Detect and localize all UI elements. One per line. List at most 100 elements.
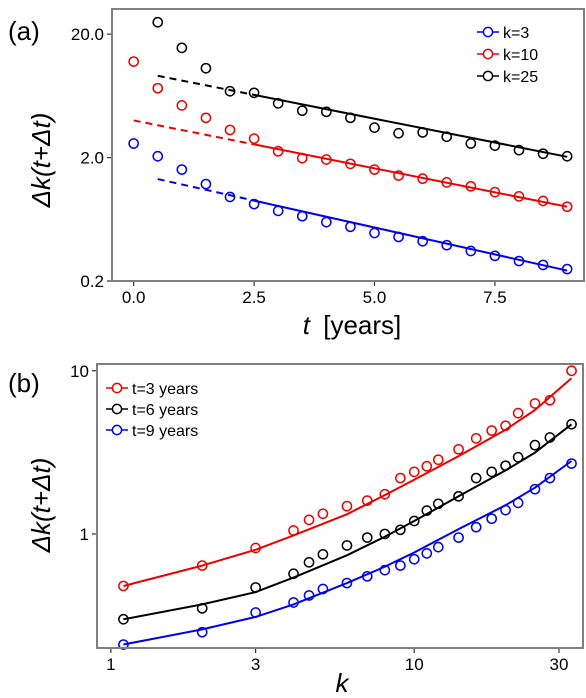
a-data-point (176, 42, 188, 54)
b-data-point (361, 570, 373, 582)
panel-a-xlabel-var: t (303, 310, 312, 340)
b-data-point (453, 490, 464, 502)
a-data-point (417, 127, 429, 138)
b-data-point (361, 532, 373, 543)
b-ytick-label: 10 (70, 362, 89, 381)
a-data-point (272, 145, 284, 157)
b-data-point (408, 515, 420, 527)
b-xtick-label: 1 (106, 655, 115, 674)
b-data-point (529, 398, 541, 409)
panel-b-frame (96, 363, 584, 649)
a-data-point (345, 158, 356, 170)
a-data-point (393, 231, 404, 243)
a-data-point (224, 191, 236, 203)
a-data-point (489, 140, 501, 151)
a-data-point (561, 150, 573, 162)
b-data-point (566, 418, 577, 430)
b-data-point (544, 394, 556, 406)
a-data-point (489, 250, 501, 262)
a-data-point (441, 131, 453, 143)
panel-b-ylabel: Δk(t+Δt) (26, 458, 56, 554)
a-data-point (417, 235, 429, 247)
b-data-point (317, 548, 329, 560)
b-data-point (379, 528, 391, 540)
a-series-0 (128, 138, 573, 275)
a-data-point (393, 127, 404, 139)
a-data-point (320, 106, 332, 118)
b-data-point (317, 508, 329, 520)
panel-a-label: (a) (8, 16, 40, 46)
b-data-point (288, 525, 299, 536)
b-data-point (486, 513, 498, 525)
a-data-point (369, 164, 380, 175)
a-legend-label: k=10 (503, 47, 538, 64)
a-data-point (345, 221, 356, 233)
b-data-point (544, 472, 556, 484)
b-data-point (529, 483, 541, 495)
b-legend-marker (111, 403, 123, 415)
b-data-point (317, 583, 329, 595)
b-fit-curve (123, 377, 573, 587)
b-data-point (453, 532, 464, 543)
b-legend-label: t=9 years (132, 423, 198, 440)
b-data-point (341, 577, 353, 589)
a-data-point (537, 195, 549, 207)
b-data-point (470, 521, 482, 533)
a-fit-line-dashed (157, 178, 255, 202)
b-data-point (421, 548, 433, 559)
a-data-point (272, 98, 284, 109)
b-data-point (421, 505, 433, 516)
a-data-point (345, 112, 356, 124)
b-data-point (288, 597, 299, 608)
b-data-point (486, 466, 498, 478)
b-data-point (288, 568, 299, 580)
b-series-1 (118, 418, 577, 625)
b-legend-marker (111, 424, 123, 436)
b-data-point (118, 580, 129, 592)
a-data-point (320, 154, 332, 165)
a-series-1 (128, 56, 573, 213)
b-data-point (196, 602, 208, 614)
b-data-point (303, 514, 315, 526)
b-data-point (341, 540, 353, 551)
b-data-point (250, 542, 261, 554)
b-data-point (512, 497, 524, 509)
b-xtick-label: 3 (251, 655, 260, 674)
a-xtick-label: 5.0 (363, 288, 387, 307)
a-data-point (320, 216, 332, 228)
b-data-point (341, 500, 353, 512)
b-series-0 (118, 365, 577, 592)
b-series-2 (118, 458, 577, 650)
panel-a: (a) Δk(t+Δt) t [years] 0.0 2.5 5.0 7.5 0.2 2.… (8, 8, 585, 340)
panel-a-ticks: 0.0 2.5 5.0 7.5 0.2 2.0 20.0 (71, 25, 507, 307)
b-data-point (512, 407, 524, 419)
panel-a-legend: k=3 k=10 k=25 (477, 25, 538, 86)
a-data-point (128, 56, 140, 67)
panel-a-plot-area (128, 16, 573, 275)
b-data-point (512, 451, 524, 463)
b-data-point (379, 564, 391, 576)
a-data-point (248, 87, 260, 99)
a-ytick-label: 20.0 (71, 25, 104, 44)
a-data-point (537, 148, 549, 160)
a-data-point (441, 239, 453, 251)
b-ytick-label: 1 (80, 525, 89, 544)
a-legend-marker (482, 48, 494, 60)
a-data-point (513, 144, 525, 156)
a-fit-line (253, 93, 568, 158)
b-data-point (250, 582, 261, 593)
b-data-point (453, 443, 464, 455)
b-legend-label: t=3 years (132, 381, 198, 398)
b-data-point (432, 541, 444, 553)
a-ytick-label: 0.2 (80, 272, 104, 291)
a-data-point (369, 122, 380, 133)
b-data-point (395, 560, 406, 571)
b-data-point (470, 433, 482, 444)
b-data-point (408, 466, 420, 478)
b-legend-label: t=6 years (132, 402, 198, 419)
panel-a-ylabel-group: Δk(t+Δt) (26, 113, 56, 209)
b-data-point (196, 560, 208, 571)
panel-b-label: (b) (8, 368, 40, 398)
b-xtick-label: 10 (405, 655, 424, 674)
a-data-point (489, 186, 501, 198)
